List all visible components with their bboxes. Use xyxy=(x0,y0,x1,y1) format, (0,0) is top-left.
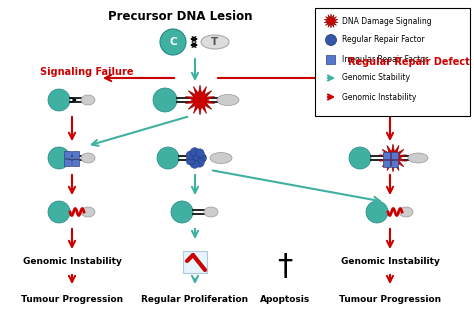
Text: C: C xyxy=(169,37,177,47)
Ellipse shape xyxy=(81,95,95,105)
Circle shape xyxy=(48,147,70,169)
Circle shape xyxy=(198,154,207,162)
Ellipse shape xyxy=(81,153,95,163)
Circle shape xyxy=(48,201,70,223)
Ellipse shape xyxy=(408,153,428,163)
Circle shape xyxy=(349,147,371,169)
Circle shape xyxy=(186,156,195,165)
Ellipse shape xyxy=(217,94,239,106)
Circle shape xyxy=(171,201,193,223)
Bar xyxy=(64,158,72,166)
Text: Apoptosis: Apoptosis xyxy=(260,295,310,304)
Bar xyxy=(327,54,336,64)
Ellipse shape xyxy=(399,207,413,217)
Ellipse shape xyxy=(81,207,95,217)
Text: Regular Repair Factor: Regular Repair Factor xyxy=(342,35,425,45)
Bar xyxy=(64,151,72,157)
Text: Tumour Progression: Tumour Progression xyxy=(21,295,123,304)
Text: Precursor DNA Lesion: Precursor DNA Lesion xyxy=(108,10,252,23)
Ellipse shape xyxy=(201,35,229,49)
Ellipse shape xyxy=(210,153,232,163)
Polygon shape xyxy=(379,144,407,172)
Circle shape xyxy=(195,149,204,158)
Text: Regular Repair Defect: Regular Repair Defect xyxy=(348,57,470,67)
Circle shape xyxy=(326,34,337,46)
Bar xyxy=(392,152,399,158)
Circle shape xyxy=(153,88,177,112)
Bar xyxy=(183,251,207,273)
Text: Tumour Progression: Tumour Progression xyxy=(339,295,441,304)
Text: †: † xyxy=(277,253,292,281)
Circle shape xyxy=(193,155,199,161)
Text: Genomic Instability: Genomic Instability xyxy=(23,257,121,266)
Ellipse shape xyxy=(204,207,218,217)
Bar xyxy=(73,158,80,166)
Circle shape xyxy=(186,151,195,160)
Circle shape xyxy=(48,89,70,111)
Circle shape xyxy=(366,201,388,223)
Bar xyxy=(392,159,399,167)
Text: Genomic Stability: Genomic Stability xyxy=(342,73,410,83)
Text: DNA Damage Signaling: DNA Damage Signaling xyxy=(342,16,432,26)
Circle shape xyxy=(160,29,186,55)
Circle shape xyxy=(190,159,199,168)
Text: Irregular Repair Factor: Irregular Repair Factor xyxy=(342,54,428,64)
Text: T: T xyxy=(211,37,219,47)
Bar xyxy=(73,151,80,157)
Polygon shape xyxy=(185,85,215,115)
Text: Genomic Instability: Genomic Instability xyxy=(342,92,416,101)
Polygon shape xyxy=(324,14,338,28)
Bar xyxy=(383,152,391,158)
Circle shape xyxy=(195,158,204,167)
Bar xyxy=(315,8,470,116)
Text: Signaling Failure: Signaling Failure xyxy=(40,67,134,77)
Text: Genomic Instability: Genomic Instability xyxy=(340,257,439,266)
Text: Regular Proliferation: Regular Proliferation xyxy=(141,295,248,304)
Bar xyxy=(383,159,391,167)
Circle shape xyxy=(190,148,199,157)
Circle shape xyxy=(157,147,179,169)
